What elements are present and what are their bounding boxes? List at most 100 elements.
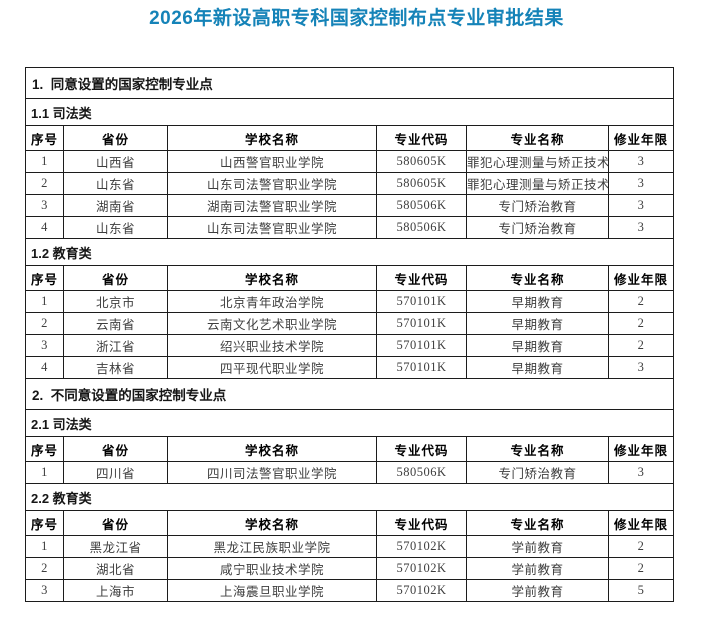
column-header-province: 省份 xyxy=(63,510,168,536)
cell-code: 570102K xyxy=(376,557,467,580)
column-header-province: 省份 xyxy=(63,436,168,462)
column-header-code: 专业代码 xyxy=(376,510,467,536)
column-header-index: 序号 xyxy=(25,125,64,151)
cell-years: 3 xyxy=(607,461,675,484)
cell-code: 570101K xyxy=(376,356,467,379)
cell-major: 早期教育 xyxy=(466,356,609,379)
table-row: 1 山西省 山西警官职业学院 580605K 罪犯心理测量与矫正技术 3 xyxy=(25,150,675,173)
cell-major: 学前教育 xyxy=(466,535,609,558)
column-header-index: 序号 xyxy=(25,436,64,462)
cell-school: 北京青年政治学院 xyxy=(167,290,377,313)
table-row: 4 吉林省 四平现代职业学院 570101K 早期教育 3 xyxy=(25,356,675,379)
cell-school: 四平现代职业学院 xyxy=(167,356,377,379)
cell-years: 2 xyxy=(607,334,675,357)
column-header-school: 学校名称 xyxy=(167,265,377,291)
column-header-major: 专业名称 xyxy=(466,265,609,291)
cell-years: 3 xyxy=(607,356,675,379)
cell-code: 570102K xyxy=(376,535,467,558)
cell-code: 580605K xyxy=(376,172,467,195)
cell-index: 2 xyxy=(25,172,64,195)
cell-major: 罪犯心理测量与矫正技术 xyxy=(466,172,609,195)
subsection-heading: 1.1 司法类 xyxy=(24,98,675,126)
cell-index: 3 xyxy=(25,334,64,357)
cell-school: 咸宁职业技术学院 xyxy=(167,557,377,580)
subsection-heading: 2.1 司法类 xyxy=(24,409,675,437)
cell-major: 早期教育 xyxy=(466,312,609,335)
cell-major: 罪犯心理测量与矫正技术 xyxy=(466,150,609,173)
table-row: 1 黑龙江省 黑龙江民族职业学院 570102K 学前教育 2 xyxy=(25,535,675,558)
cell-code: 580506K xyxy=(376,216,467,239)
cell-province: 山东省 xyxy=(63,172,168,195)
cell-years: 2 xyxy=(607,557,675,580)
cell-index: 3 xyxy=(25,194,64,217)
cell-major: 早期教育 xyxy=(466,334,609,357)
cell-index: 4 xyxy=(25,216,64,239)
table-row: 2 山东省 山东司法警官职业学院 580605K 罪犯心理测量与矫正技术 3 xyxy=(25,172,675,195)
cell-years: 2 xyxy=(607,535,675,558)
cell-major: 专门矫治教育 xyxy=(466,194,609,217)
column-header-row: 序号 省份 学校名称 专业代码 专业名称 修业年限 xyxy=(25,436,675,462)
cell-years: 2 xyxy=(607,290,675,313)
table-row: 1 北京市 北京青年政治学院 570101K 早期教育 2 xyxy=(25,290,675,313)
cell-province: 湖北省 xyxy=(63,557,168,580)
cell-school: 上海震旦职业学院 xyxy=(167,579,377,602)
column-header-years: 修业年限 xyxy=(607,510,675,536)
column-header-code: 专业代码 xyxy=(376,436,467,462)
section-heading-row-2: 2. 不同意设置的国家控制专业点 xyxy=(24,378,675,410)
column-header-row: 序号 省份 学校名称 专业代码 专业名称 修业年限 xyxy=(25,265,675,291)
column-header-province: 省份 xyxy=(63,265,168,291)
cell-province: 北京市 xyxy=(63,290,168,313)
subsection-heading-row: 1.1 司法类 xyxy=(24,98,675,126)
column-header-years: 修业年限 xyxy=(607,436,675,462)
column-header-index: 序号 xyxy=(25,265,64,291)
cell-index: 2 xyxy=(25,312,64,335)
column-header-major: 专业名称 xyxy=(466,436,609,462)
cell-province: 上海市 xyxy=(63,579,168,602)
cell-years: 2 xyxy=(607,312,675,335)
cell-province: 黑龙江省 xyxy=(63,535,168,558)
cell-index: 1 xyxy=(25,150,64,173)
approval-table: 1. 同意设置的国家控制专业点 1.1 司法类 序号 省份 学校名称 专业代码 专业名称 修业… xyxy=(24,67,675,602)
page-title: 2026年新设高职专科国家控制布点专业审批结果 xyxy=(149,8,564,29)
cell-code: 580605K xyxy=(376,150,467,173)
cell-school: 山东司法警官职业学院 xyxy=(167,172,377,195)
section-heading: 1. 同意设置的国家控制专业点 xyxy=(24,67,675,99)
cell-code: 570101K xyxy=(376,312,467,335)
table-row: 1 四川省 四川司法警官职业学院 580506K 专门矫治教育 3 xyxy=(25,461,675,484)
cell-years: 3 xyxy=(607,172,675,195)
subsection-heading-row: 2.2 教育类 xyxy=(24,483,675,511)
cell-major: 学前教育 xyxy=(466,557,609,580)
cell-years: 3 xyxy=(607,216,675,239)
cell-code: 580506K xyxy=(376,194,467,217)
cell-province: 浙江省 xyxy=(63,334,168,357)
subsection-heading-row: 2.1 司法类 xyxy=(24,409,675,437)
subsection-heading-row: 1.2 教育类 xyxy=(24,238,675,266)
table-row: 2 云南省 云南文化艺术职业学院 570101K 早期教育 2 xyxy=(25,312,675,335)
approval-table-body: 1. 同意设置的国家控制专业点 1.1 司法类 序号 省份 学校名称 专业代码 专业名称 修业… xyxy=(24,67,675,602)
cell-school: 黑龙江民族职业学院 xyxy=(167,535,377,558)
cell-major: 早期教育 xyxy=(466,290,609,313)
section-heading-row-1: 1. 同意设置的国家控制专业点 xyxy=(24,67,675,99)
column-header-school: 学校名称 xyxy=(167,436,377,462)
column-header-row: 序号 省份 学校名称 专业代码 专业名称 修业年限 xyxy=(25,125,675,151)
column-header-row: 序号 省份 学校名称 专业代码 专业名称 修业年限 xyxy=(25,510,675,536)
column-header-major: 专业名称 xyxy=(466,125,609,151)
table-row: 3 浙江省 绍兴职业技术学院 570101K 早期教育 2 xyxy=(25,334,675,357)
column-header-code: 专业代码 xyxy=(376,265,467,291)
cell-province: 山东省 xyxy=(63,216,168,239)
cell-school: 云南文化艺术职业学院 xyxy=(167,312,377,335)
cell-code: 570101K xyxy=(376,290,467,313)
cell-province: 四川省 xyxy=(63,461,168,484)
column-header-major: 专业名称 xyxy=(466,510,609,536)
cell-school: 绍兴职业技术学院 xyxy=(167,334,377,357)
column-header-province: 省份 xyxy=(63,125,168,151)
table-row: 4 山东省 山东司法警官职业学院 580506K 专门矫治教育 3 xyxy=(25,216,675,239)
column-header-school: 学校名称 xyxy=(167,125,377,151)
subsection-heading: 1.2 教育类 xyxy=(24,238,675,266)
cell-province: 云南省 xyxy=(63,312,168,335)
cell-major: 专门矫治教育 xyxy=(466,216,609,239)
cell-index: 1 xyxy=(25,535,64,558)
column-header-school: 学校名称 xyxy=(167,510,377,536)
cell-index: 3 xyxy=(25,579,64,602)
column-header-code: 专业代码 xyxy=(376,125,467,151)
